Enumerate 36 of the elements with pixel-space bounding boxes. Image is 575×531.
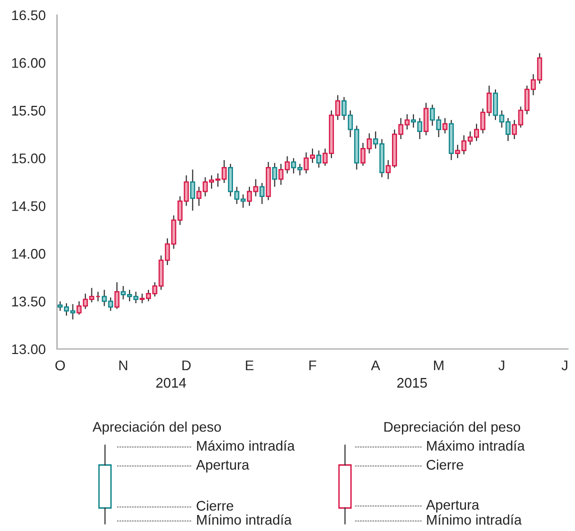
text: Mínimo intradía xyxy=(427,514,522,525)
candlestick xyxy=(260,182,265,205)
text: Máximo intradía xyxy=(427,440,525,451)
y-tick-label: 16.50 xyxy=(12,10,46,20)
candlestick xyxy=(272,162,278,188)
candlestick xyxy=(424,102,429,136)
text: Apreciación del peso xyxy=(92,421,221,435)
y-tick-label: 13.00 xyxy=(12,344,46,354)
candlestick xyxy=(442,118,448,134)
x-tick-label: J xyxy=(498,360,504,370)
x-tick-label: A xyxy=(370,360,380,370)
text: Apertura xyxy=(426,500,480,512)
y-tick-label: 15.50 xyxy=(12,106,46,116)
x-tick-label: D xyxy=(182,360,191,370)
y-tick-label: 15.00 xyxy=(12,153,46,164)
text: Máximo intradía xyxy=(197,440,295,451)
text: Apertura xyxy=(196,460,250,472)
x-tick-label: N xyxy=(119,360,128,370)
x-tick-label: J xyxy=(562,360,568,370)
candlestick xyxy=(190,169,196,212)
y-tick-label: 14.00 xyxy=(12,248,46,259)
text: Cierre xyxy=(196,500,234,511)
x-tick-label: F xyxy=(309,360,316,370)
y-tick-label: 13.50 xyxy=(12,296,46,306)
candlestick xyxy=(114,282,120,310)
text: Cierre xyxy=(426,460,464,470)
text: 2014 xyxy=(156,378,186,388)
text: Depreciación del peso xyxy=(384,421,520,435)
x-tick-label: M xyxy=(434,360,444,370)
text: 2015 xyxy=(397,378,427,388)
y-tick-label: 16.00 xyxy=(12,58,46,68)
x-tick-label: O xyxy=(55,360,65,370)
y-tick-label: 14.50 xyxy=(12,201,46,212)
x-tick-label: E xyxy=(246,360,254,370)
candlestick xyxy=(316,150,322,168)
text: Mínimo intradía xyxy=(197,514,292,525)
